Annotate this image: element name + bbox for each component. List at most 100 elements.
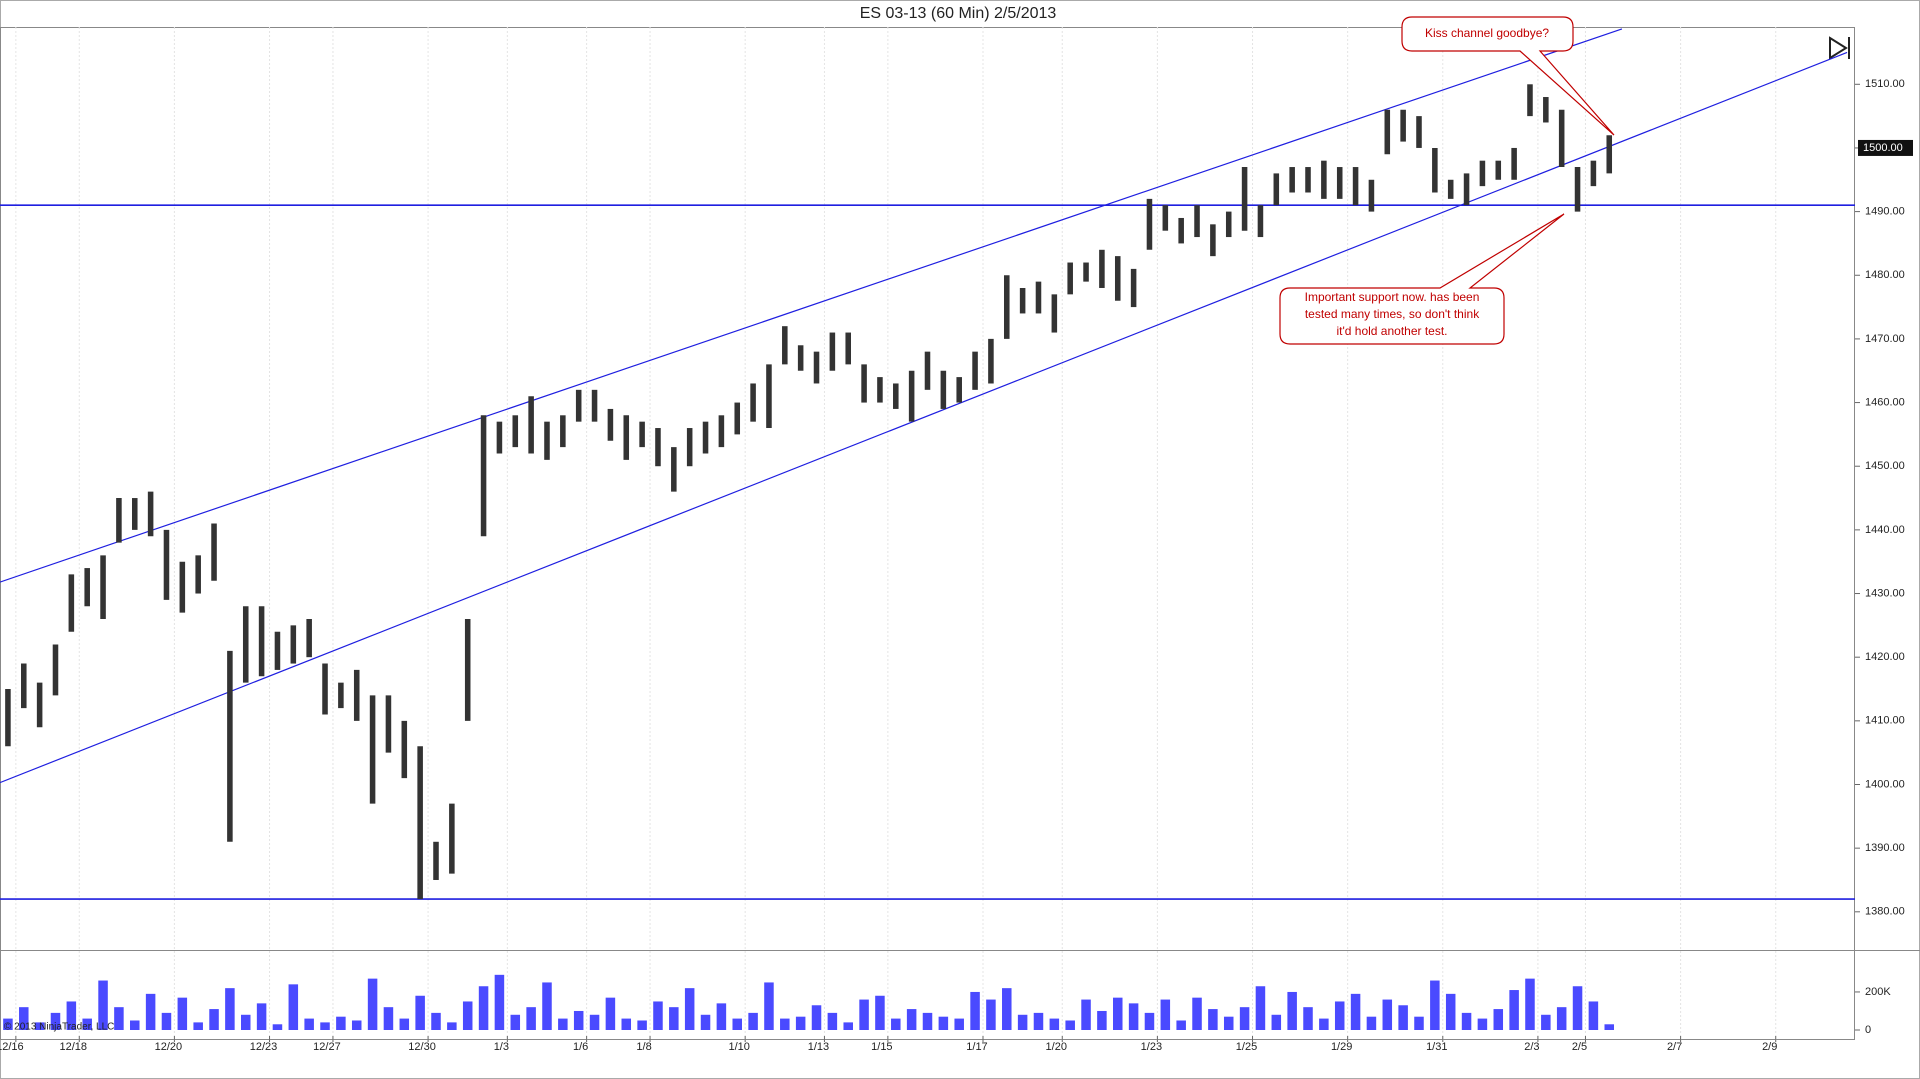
volume-bar [82, 1018, 92, 1030]
x-tick-label: 2/7 [1667, 1041, 1682, 1053]
volume-bar [19, 1007, 29, 1030]
volume-bar [1414, 1016, 1424, 1030]
volume-bar [1350, 993, 1361, 1030]
x-tick-label: 12/23 [250, 1041, 278, 1053]
volume-bar [1556, 1007, 1567, 1030]
volume-bar [193, 1022, 203, 1030]
volume-bar [447, 1022, 457, 1030]
volume-bar [669, 1007, 679, 1030]
volume-bar [1382, 999, 1393, 1030]
trend-line [0, 28, 1623, 583]
callout-1: Kiss channel goodbye? [1401, 16, 1615, 136]
volume-bar [906, 1009, 917, 1030]
volume-bar [542, 982, 552, 1030]
volume-bar [225, 988, 235, 1030]
y-tick-label: 1400.00 [1865, 778, 1905, 790]
callout-text: Important support now. has been [1305, 290, 1480, 304]
volume-bar [256, 1003, 267, 1030]
volume-bar [780, 1018, 790, 1030]
volume-bar [748, 1012, 758, 1030]
copyright: © 2013 NinjaTrader, LLC [4, 1022, 114, 1033]
x-tick-label: 1/20 [1046, 1041, 1067, 1053]
volume-bar [1113, 997, 1123, 1030]
volume-bar [1334, 1001, 1345, 1030]
volume-bar [843, 1022, 853, 1030]
volume-bar [1461, 1012, 1472, 1030]
x-tick-label: 12/27 [313, 1041, 341, 1053]
x-tick-label: 12/20 [155, 1041, 183, 1053]
x-tick-label: 1/3 [494, 1041, 509, 1053]
x-tick-label: 1/31 [1426, 1041, 1447, 1053]
volume-bar [1081, 999, 1091, 1030]
x-tick-label: 1/15 [871, 1041, 892, 1053]
volume-bar [558, 1018, 568, 1030]
x-tick-label: 1/13 [808, 1041, 829, 1053]
y-tick-label: 1380.00 [1865, 906, 1905, 918]
callout-text: Kiss channel goodbye? [1425, 26, 1549, 40]
x-tick-label: 1/10 [728, 1041, 749, 1053]
volume-bar [145, 993, 156, 1030]
volume-bar [732, 1018, 742, 1030]
volume-bar [351, 1020, 362, 1030]
x-tick-label: 1/17 [966, 1041, 987, 1053]
volume-bar [399, 1018, 410, 1030]
volume-bar [320, 1022, 330, 1030]
volume-bar [367, 978, 378, 1030]
x-tick-label: 2/3 [1524, 1041, 1539, 1053]
volume-bar [859, 999, 869, 1030]
volume-bar [209, 1009, 219, 1030]
volume-bar [684, 988, 695, 1030]
volume-bar [637, 1020, 647, 1030]
y-tick-label: 1480.00 [1865, 269, 1905, 281]
volume-bar [1541, 1014, 1551, 1030]
volume-bar [288, 984, 299, 1030]
volume-bar [462, 1001, 473, 1030]
y-tick-label: 1450.00 [1865, 460, 1905, 472]
volume-bar [1477, 1018, 1488, 1030]
x-tick-label: 1/23 [1141, 1041, 1162, 1053]
nav-icon[interactable] [1829, 36, 1850, 60]
volume-bar [1160, 999, 1171, 1030]
x-tick-label: 12/30 [408, 1041, 436, 1053]
volume-bar [589, 1014, 600, 1030]
x-tick-label: 1/29 [1331, 1041, 1352, 1053]
volume-bar [795, 1016, 806, 1030]
y-tick-label: 200K [1865, 986, 1891, 998]
volume-bar [34, 1022, 45, 1030]
volume-bar [526, 1007, 536, 1030]
volume-bar [1033, 1012, 1044, 1030]
trend-line [0, 51, 1848, 784]
volume-bar [336, 1016, 346, 1030]
volume-bar [827, 1012, 838, 1030]
volume-bar [573, 1010, 584, 1030]
volume-bar [1128, 1003, 1139, 1030]
volume-bar [1097, 1010, 1107, 1030]
volume-bar [1255, 986, 1266, 1030]
chart-title: ES 03-13 (60 Min) 2/5/2013 [860, 5, 1057, 22]
play-icon[interactable] [1829, 36, 1848, 60]
y-tick-label: 1490.00 [1865, 206, 1905, 218]
y-tick-label: 1440.00 [1865, 524, 1905, 536]
volume-bar [700, 1014, 711, 1030]
volume-bar [811, 1005, 822, 1030]
volume-bar [478, 986, 489, 1030]
y-tick-label: 0 [1865, 1024, 1871, 1036]
volume-bar [177, 997, 188, 1030]
volume-bar [1319, 1018, 1329, 1030]
volume-bar [1271, 1014, 1282, 1030]
volume-bar [1430, 980, 1440, 1030]
volume-bar [1588, 1001, 1599, 1030]
y-tick-label: 1390.00 [1865, 842, 1905, 854]
volume-bar [1493, 1009, 1504, 1030]
volume-bar [621, 1018, 632, 1030]
volume-bar [304, 1018, 314, 1030]
y-tick-label: 1460.00 [1865, 396, 1905, 408]
volume-bar [161, 1012, 172, 1030]
callout-text: it'd hold another test. [1336, 324, 1447, 338]
volume-bar [272, 1024, 283, 1030]
x-tick-label: 1/8 [636, 1041, 651, 1053]
callout-shape [1401, 16, 1615, 136]
volume-bar [1398, 1005, 1408, 1030]
volume-bar [1192, 997, 1202, 1030]
volume-bar [98, 980, 108, 1030]
